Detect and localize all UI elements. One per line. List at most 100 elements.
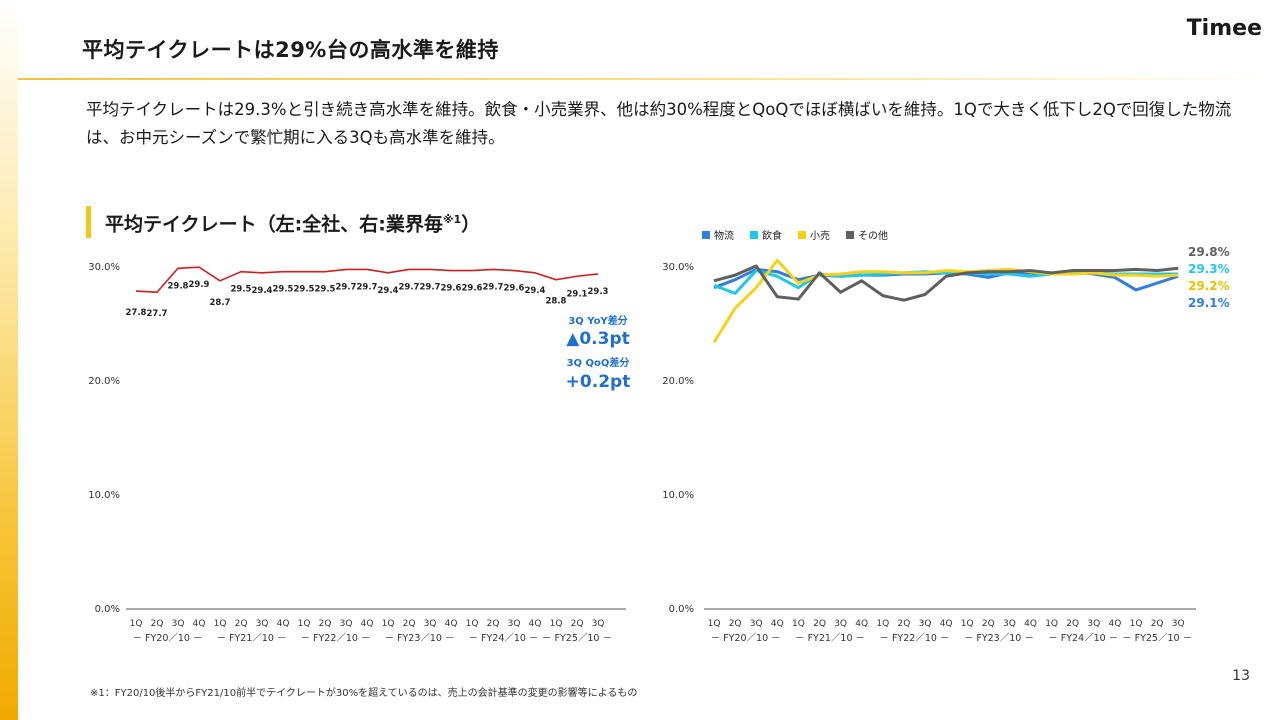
left-chart-x-tick-label: 3Q <box>256 619 269 629</box>
legend-label: 飲食 <box>762 229 782 242</box>
left-chart-x-group-label: － FY25／10 － <box>542 633 612 644</box>
left-chart-x-group-label: － FY23／10 － <box>385 633 455 644</box>
left-chart-y-tick-label: 30.0% <box>88 262 120 273</box>
right-chart-x-tick-label: 1Q <box>961 619 974 629</box>
legend-label: その他 <box>858 229 888 242</box>
right-chart-y-tick-label: 10.0% <box>662 490 694 501</box>
left-chart-x-tick-label: 4Q <box>193 619 206 629</box>
qoq-diff-value: +0.2pt <box>566 372 631 392</box>
left-chart-x-group-label: － FY22／10 － <box>301 633 371 644</box>
left-chart-x-tick-label: 3Q <box>340 619 353 629</box>
right-chart-x-tick-label: 2Q <box>982 619 995 629</box>
left-chart-x-tick-label: 1Q <box>130 619 143 629</box>
right-chart-x-tick-label: 1Q <box>1045 619 1058 629</box>
right-chart-x-tick-label: 1Q <box>792 619 805 629</box>
legend-label: 小売 <box>810 229 830 242</box>
page-number: 13 <box>1232 668 1250 684</box>
left-chart-x-group-label: － FY20／10 － <box>133 633 203 644</box>
right-chart-y-tick-label: 0.0% <box>669 604 694 615</box>
left-chart-x-tick-label: 2Q <box>403 619 416 629</box>
left-chart-x-tick-label: 3Q <box>424 619 437 629</box>
left-chart-data-label: 29.7 <box>420 282 441 292</box>
right-chart-x-tick-label: 2Q <box>1066 619 1079 629</box>
right-chart-x-tick-label: 3Q <box>834 619 847 629</box>
left-chart-x-tick-label: 3Q <box>172 619 185 629</box>
left-chart-data-label: 29.7 <box>336 282 357 292</box>
right-chart-x-tick-label: 4Q <box>940 619 953 629</box>
left-chart-x-tick-label: 2Q <box>151 619 164 629</box>
left-chart-x-tick-label: 1Q <box>298 619 311 629</box>
left-chart-x-tick-label: 4Q <box>361 619 374 629</box>
yoy-diff-label: 3Q YoY差分 <box>568 314 627 327</box>
right-chart-x-group-label: － FY24／10 － <box>1048 633 1118 644</box>
right-chart-x-tick-label: 2Q <box>897 619 910 629</box>
right-chart-x-group-label: － FY22／10 － <box>879 633 949 644</box>
right-chart-series-line-3 <box>712 258 1179 344</box>
left-chart-x-tick-label: 1Q <box>550 619 563 629</box>
right-chart-x-tick-label: 2Q <box>813 619 826 629</box>
right-chart-x-group-label: － FY21／10 － <box>795 633 865 644</box>
qoq-diff-label: 3Q QoQ差分 <box>567 356 630 369</box>
left-chart-data-label: 29.6 <box>441 284 462 294</box>
right-chart-y-tick-label: 30.0% <box>662 262 694 273</box>
section-heading: 平均テイクレート（左:全社、右:業界毎※1） <box>86 206 480 239</box>
left-chart-x-tick-label: 1Q <box>214 619 227 629</box>
series-end-label: 29.2% <box>1188 279 1230 293</box>
timee-logo: Timee <box>1186 16 1262 41</box>
left-chart-x-group-label: － FY21／10 － <box>217 633 287 644</box>
left-chart-data-label: 27.8 <box>126 308 147 318</box>
section-heading-footnote-mark: ※1 <box>442 213 462 226</box>
title-divider <box>18 78 1280 80</box>
right-chart-x-tick-label: 2Q <box>729 619 742 629</box>
left-chart-x-tick-label: 1Q <box>466 619 479 629</box>
right-chart-x-group-label: － FY20／10 － <box>711 633 781 644</box>
left-chart-data-label: 29.7 <box>357 282 378 292</box>
left-chart-x-tick-label: 4Q <box>445 619 458 629</box>
left-chart-data-label: 29.8 <box>168 281 189 291</box>
left-chart-data-label: 29.7 <box>399 282 420 292</box>
left-chart-data-label: 29.5 <box>294 285 315 295</box>
right-chart-x-tick-label: 3Q <box>1087 619 1100 629</box>
left-chart-data-label: 28.7 <box>210 298 231 308</box>
left-chart-x-tick-label: 2Q <box>571 619 584 629</box>
right-chart-x-tick-label: 3Q <box>919 619 932 629</box>
section-heading-text: 平均テイクレート（左:全社、右:業界毎 <box>105 213 443 236</box>
left-chart-y-tick-label: 10.0% <box>88 490 120 501</box>
left-chart-data-label: 29.4 <box>252 286 273 296</box>
left-chart-data-label: 27.7 <box>147 309 168 319</box>
legend-swatch <box>798 231 806 239</box>
right-chart-y-tick-label: 20.0% <box>662 376 694 387</box>
left-chart-x-tick-label: 2Q <box>487 619 500 629</box>
left-chart-x-tick-label: 1Q <box>382 619 395 629</box>
left-chart-data-label: 29.3 <box>588 287 609 297</box>
yoy-diff-value: ▲0.3pt <box>566 329 629 349</box>
left-chart-x-tick-label: 2Q <box>235 619 248 629</box>
right-chart-x-tick-label: 3Q <box>1003 619 1016 629</box>
left-chart-data-label: 29.4 <box>378 286 399 296</box>
right-chart-x-tick-label: 1Q <box>876 619 889 629</box>
series-end-label: 29.8% <box>1188 245 1230 259</box>
left-chart-y-tick-label: 20.0% <box>88 376 120 387</box>
left-chart-x-tick-label: 2Q <box>319 619 332 629</box>
left-chart-series-line-1 <box>135 266 599 294</box>
left-chart-data-label: 29.5 <box>315 285 336 295</box>
right-chart-x-tick-label: 4Q <box>1024 619 1037 629</box>
right-chart-x-tick-label: 1Q <box>708 619 721 629</box>
left-chart-data-label: 29.5 <box>273 285 294 295</box>
series-end-label: 29.1% <box>1188 296 1230 310</box>
legend-swatch <box>750 231 758 239</box>
left-chart-x-tick-label: 4Q <box>277 619 290 629</box>
right-chart-x-tick-label: 3Q <box>750 619 763 629</box>
right-chart-x-tick-label: 4Q <box>1108 619 1121 629</box>
right-chart-x-tick-label: 4Q <box>855 619 868 629</box>
left-chart-x-group-label: － FY24／10 － <box>469 633 539 644</box>
legend-swatch <box>702 231 710 239</box>
legend-swatch <box>846 231 854 239</box>
right-chart-x-tick-label: 4Q <box>771 619 784 629</box>
right-chart-x-group-label: － FY23／10 － <box>964 633 1034 644</box>
left-chart-data-label: 29.6 <box>504 284 525 294</box>
left-chart-data-label: 28.8 <box>546 297 567 307</box>
